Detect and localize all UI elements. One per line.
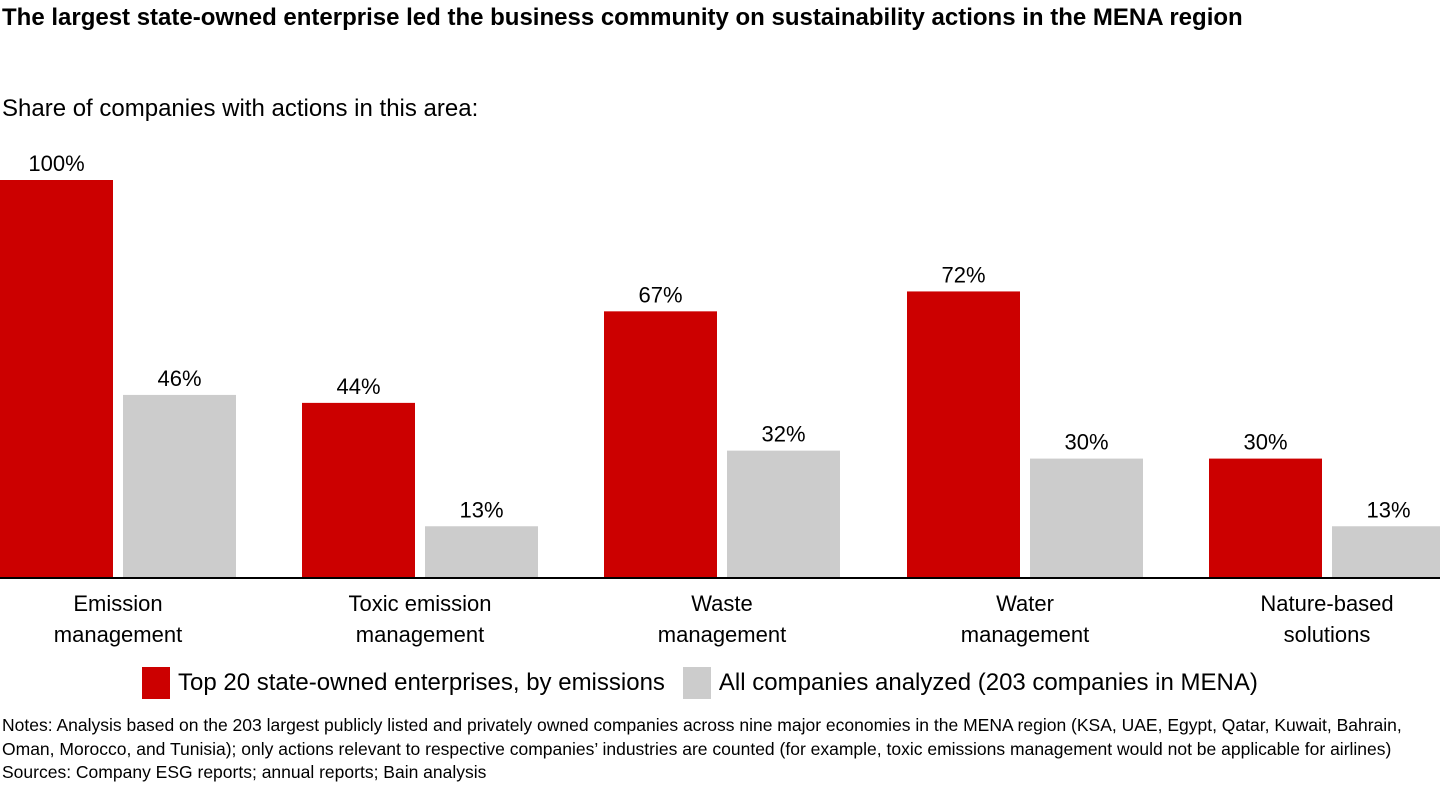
data-label-top20-2: 67% (638, 282, 682, 307)
data-label-all-0: 46% (157, 366, 201, 391)
category-label-3-line-0: Water (996, 591, 1054, 616)
category-label-0-line-0: Emission (73, 591, 162, 616)
bar-top20-1 (302, 402, 415, 578)
category-label-4-line-1: solutions (1284, 622, 1371, 647)
bar-all-2 (727, 450, 840, 578)
legend-item-top20: Top 20 state-owned enterprises, by emiss… (142, 667, 665, 699)
chart-subtitle: Share of companies with actions in this … (2, 95, 479, 122)
notes-text: Notes: Analysis based on the 203 largest… (2, 715, 1402, 759)
category-label-3-line-1: management (961, 622, 1089, 647)
category-label-2-line-0: Waste (691, 591, 753, 616)
data-label-all-2: 32% (761, 422, 805, 447)
data-label-top20-3: 72% (941, 262, 985, 287)
bar-all-0 (123, 394, 236, 578)
bar-top20-0 (0, 180, 113, 578)
data-label-all-3: 30% (1064, 430, 1108, 455)
bar-all-3 (1030, 458, 1143, 578)
category-label-0-line-1: management (54, 622, 182, 647)
legend: Top 20 state-owned enterprises, by emiss… (142, 667, 1276, 699)
chart-title: The largest state-owned enterprise led t… (2, 4, 1243, 31)
bar-top20-4 (1209, 458, 1322, 578)
data-label-top20-1: 44% (336, 374, 380, 399)
data-label-all-1: 13% (459, 497, 503, 522)
category-label-1-line-1: management (356, 622, 484, 647)
legend-label-all: All companies analyzed (203 companies in… (718, 669, 1258, 696)
legend-swatch-all (682, 667, 711, 699)
category-label-2-line-1: management (658, 622, 786, 647)
legend-item-all: All companies analyzed (203 companies in… (682, 667, 1258, 699)
bar-all-4 (1332, 526, 1440, 578)
sources-text: Sources: Company ESG reports; annual rep… (2, 762, 487, 782)
data-label-all-4: 13% (1366, 497, 1410, 522)
data-label-top20-4: 30% (1243, 430, 1287, 455)
bar-chart: 100% 46% Emission management 44% 13% Toxic emi… (0, 151, 1440, 647)
bar-top20-2 (604, 311, 717, 578)
category-label-4-line-0: Nature-based (1260, 591, 1393, 616)
bar-all-1 (425, 526, 538, 578)
footnotes: Notes: Analysis based on the 203 largest… (2, 714, 1427, 785)
bar-top20-3 (907, 291, 1020, 578)
legend-swatch-top20 (142, 667, 170, 699)
data-label-top20-0: 100% (28, 151, 84, 176)
category-label-1-line-0: Toxic emission (348, 591, 491, 616)
legend-label-top20: Top 20 state-owned enterprises, by emiss… (178, 669, 665, 696)
